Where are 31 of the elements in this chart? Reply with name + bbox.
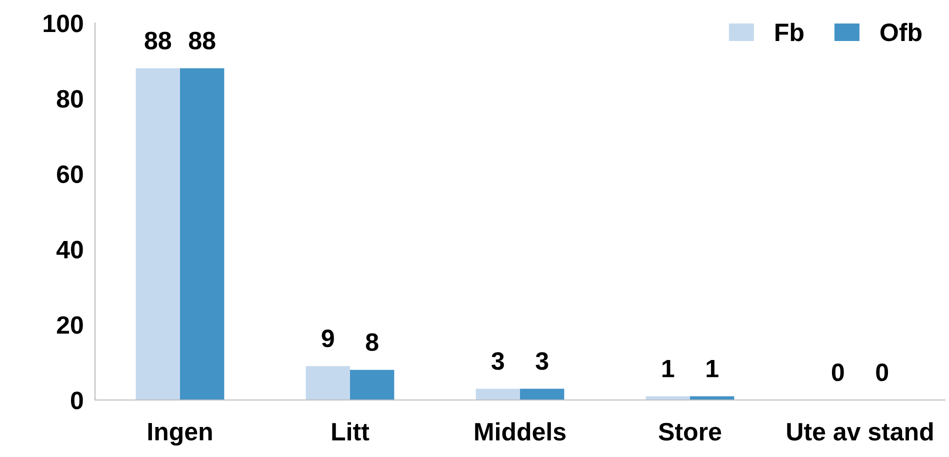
- data-label: 0: [876, 363, 888, 382]
- x-tick-label: Store: [658, 422, 722, 441]
- bar: [350, 370, 394, 400]
- data-label: 1: [662, 360, 674, 378]
- bar: [690, 396, 734, 400]
- bar: [476, 388, 520, 400]
- bar: [306, 366, 350, 400]
- x-tick-label: Ute av stand: [787, 422, 933, 441]
- bar: [136, 68, 180, 400]
- x-tick-label: Ingen: [148, 423, 212, 446]
- y-tick-label: 100: [44, 14, 83, 32]
- x-tick-label: Litt: [332, 422, 370, 441]
- data-label: 9: [322, 330, 334, 348]
- legend-label: Fb: [776, 22, 804, 42]
- data-label: 88: [188, 32, 216, 50]
- data-label: 8: [366, 333, 378, 352]
- bar: [180, 68, 224, 400]
- x-tick-label: Middels: [475, 422, 566, 441]
- bar: [646, 396, 690, 400]
- data-label: 1: [706, 360, 718, 378]
- y-tick-label: 60: [57, 165, 83, 184]
- data-label: 88: [144, 32, 172, 50]
- data-label: 3: [492, 352, 504, 370]
- legend-label: Ofb: [880, 22, 922, 42]
- y-tick-label: 0: [70, 392, 83, 410]
- y-tick-label: 20: [56, 316, 83, 334]
- y-tick-label: 80: [56, 90, 83, 108]
- y-tick-label: 40: [56, 240, 83, 259]
- bar: [520, 388, 564, 400]
- data-label: 0: [832, 363, 844, 382]
- data-label: 3: [536, 352, 548, 370]
